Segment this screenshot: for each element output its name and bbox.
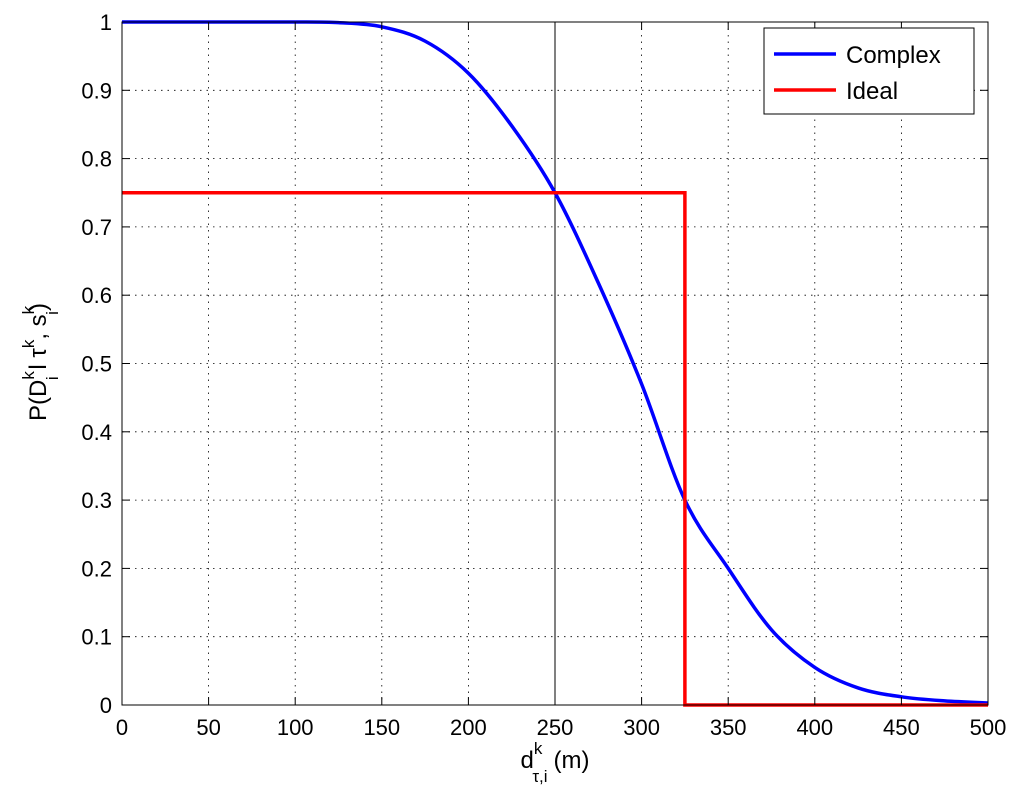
legend-label-ideal: Ideal — [846, 78, 898, 105]
x-axis-label-sub: τ,i — [532, 767, 547, 786]
y-axis-label-part3: , s — [25, 314, 52, 339]
y-tick-label: 1 — [100, 10, 112, 35]
y-axis-label-sup3: k — [19, 305, 38, 314]
ticks — [121, 21, 989, 706]
x-tick-label: 0 — [116, 715, 128, 740]
y-tick-label: 0.7 — [81, 215, 112, 240]
y-axis-label-sub3: i — [43, 311, 62, 315]
tick-labels: 0 50 100 150 200 250 300 350 400 450 500 0 0.1 0.2 0.3… — [81, 10, 1006, 740]
legend-label-complex: Complex — [846, 42, 941, 69]
x-axis-label-unit: (m) — [554, 747, 590, 774]
x-tick-label: 450 — [883, 715, 920, 740]
y-axis-label-sup1: k — [19, 371, 38, 380]
x-tick-label: 50 — [196, 715, 220, 740]
x-tick-label: 100 — [277, 715, 314, 740]
y-axis-label-part4: ) — [25, 303, 52, 311]
y-axis-label-part2: l τ — [25, 348, 52, 377]
y-tick-label: 0.1 — [81, 625, 112, 650]
x-tick-label: 250 — [537, 715, 574, 740]
y-tick-label: 0 — [100, 693, 112, 718]
y-tick-label: 0.2 — [81, 556, 112, 581]
x-tick-label: 400 — [796, 715, 833, 740]
x-axis-label-sup: k — [534, 739, 543, 758]
y-axis-label: P(Dk i l τk, sk i) — [19, 303, 62, 421]
y-tick-label: 0.4 — [81, 420, 112, 445]
y-tick-label: 0.8 — [81, 147, 112, 172]
y-axis-label-sub1: i — [43, 376, 62, 380]
x-tick-label: 500 — [970, 715, 1007, 740]
y-tick-label: 0.6 — [81, 283, 112, 308]
x-tick-label: 300 — [623, 715, 660, 740]
y-tick-label: 0.3 — [81, 488, 112, 513]
y-axis-label-part1: P(D — [25, 380, 52, 421]
legend-box — [763, 27, 975, 115]
y-tick-label: 0.9 — [81, 78, 112, 103]
x-tick-label: 200 — [450, 715, 487, 740]
legend: Complex Ideal — [763, 27, 975, 115]
x-tick-label: 350 — [710, 715, 747, 740]
y-axis-label-sup2: k — [19, 339, 38, 348]
x-axis-label-base: d — [520, 747, 533, 774]
x-axis-label: dk τ,i (m) — [520, 739, 589, 786]
y-tick-label: 0.5 — [81, 352, 112, 377]
grid — [122, 22, 988, 705]
x-tick-label: 150 — [363, 715, 400, 740]
